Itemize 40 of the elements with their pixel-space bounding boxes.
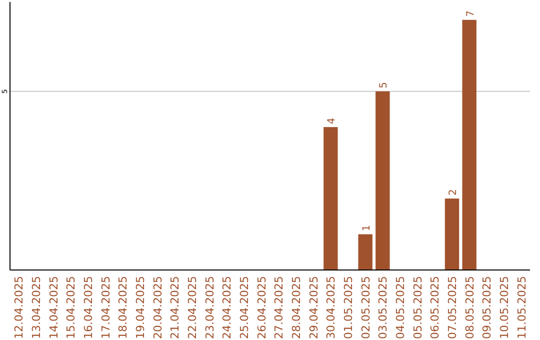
x-tick-label: 20.04.2025: [151, 276, 164, 339]
x-tick-label: 03.05.2025: [376, 276, 390, 339]
x-tick-label: 10.05.2025: [498, 276, 511, 339]
x-tick-label: 15.04.2025: [64, 276, 78, 339]
x-tick-label: 12.04.2025: [12, 276, 26, 339]
x-tick-label: 26.04.2025: [255, 276, 268, 339]
x-tick-label: 29.04.2025: [307, 276, 320, 339]
data-label: 7: [465, 10, 476, 17]
x-tick-label: 27.04.2025: [272, 276, 286, 339]
x-tick-label: 09.05.2025: [480, 276, 494, 339]
x-tick-label: 22.04.2025: [186, 276, 199, 339]
bar: [324, 127, 338, 270]
bar: [462, 20, 476, 270]
data-label: 1: [361, 224, 372, 232]
x-tick-label: 11.05.2025: [515, 276, 528, 339]
x-tick-label: 01.05.2025: [342, 276, 355, 339]
x-tick-label: 16.04.2025: [82, 276, 95, 339]
x-tick-label: 14.04.2025: [47, 276, 60, 339]
x-tick-label: 19.04.2025: [134, 276, 147, 339]
x-tick-label: 21.04.2025: [168, 276, 182, 339]
x-tick-label: 02.05.2025: [359, 276, 372, 339]
x-tick-label: 25.04.2025: [238, 276, 251, 339]
x-tick-label: 07.05.2025: [446, 276, 459, 339]
x-tick-label: 30.04.2025: [324, 276, 338, 339]
x-tick-label: 08.05.2025: [463, 276, 476, 339]
x-tick-label: 06.05.2025: [428, 276, 442, 339]
x-tick-label: 28.04.2025: [290, 276, 303, 339]
data-label: 5: [378, 82, 390, 88]
data-label: 2: [448, 189, 459, 196]
x-tick-label: 17.04.2025: [99, 276, 112, 339]
x-tick-label: 13.04.2025: [30, 276, 43, 339]
x-tick-label: 04.05.2025: [394, 276, 407, 339]
x-tick-label: 24.04.2025: [220, 276, 234, 339]
bar: [358, 234, 372, 270]
data-label: 4: [326, 118, 338, 124]
x-tick-label: 23.04.2025: [203, 276, 216, 339]
x-tick-label: 18.04.2025: [116, 276, 130, 339]
x-tick-label: 05.05.2025: [411, 276, 424, 339]
bar: [444, 198, 460, 270]
bar: [376, 91, 390, 270]
